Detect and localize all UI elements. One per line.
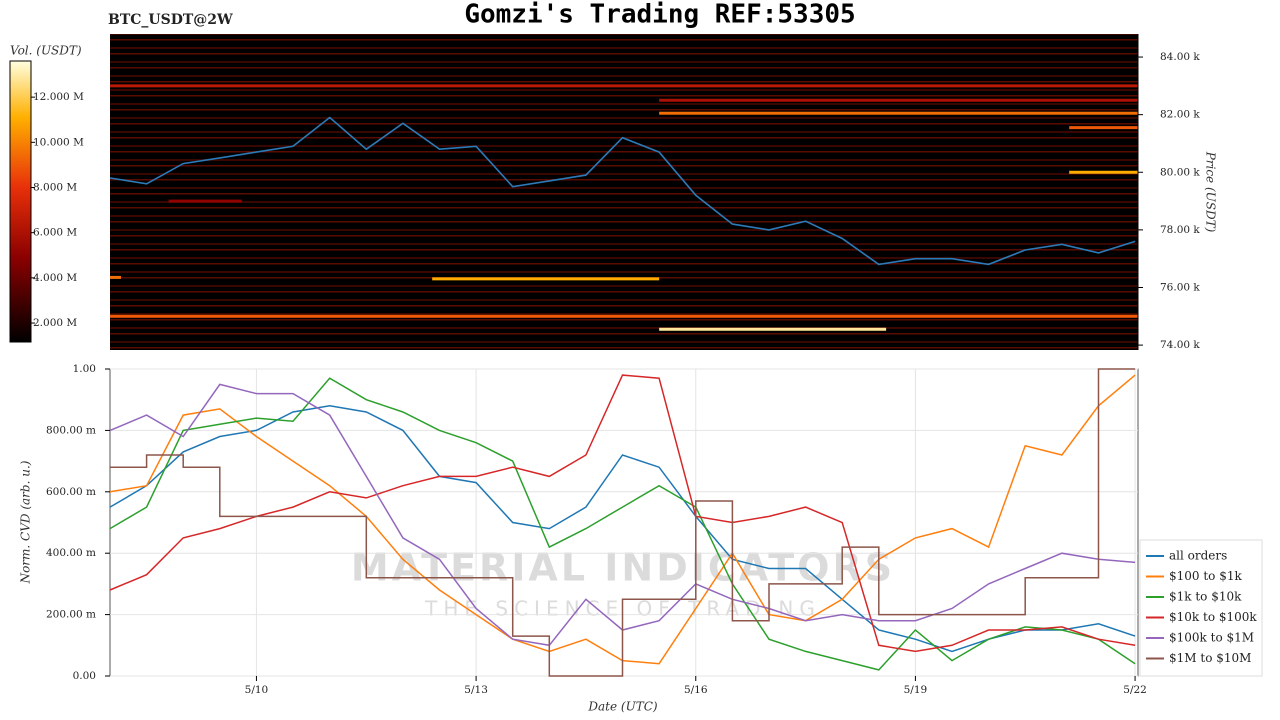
y-tick-label: 600.00 m [46, 486, 96, 498]
legend-label: all orders [1169, 549, 1227, 563]
x-tick-label: 5/16 [684, 684, 708, 696]
y-tick-label: 400.00 m [46, 547, 96, 559]
y-tick-label: 82.00 k [1160, 109, 1200, 121]
cvd-line [109, 374, 1136, 653]
x-tick-label: 5/10 [245, 684, 269, 696]
liquidity-level [1069, 126, 1138, 130]
liquidity-level [659, 111, 1138, 115]
watermark-subtitle: THE SCIENCE OF TRADING [424, 597, 821, 621]
cvd-line [109, 405, 1136, 653]
y-tick-label: 76.00 k [1160, 281, 1200, 293]
colorbar-tick-label: 12.000 M [33, 91, 84, 103]
legend-label: $1M to $10M [1169, 651, 1251, 665]
y-tick-label: 1.00 [73, 363, 96, 375]
legend-label: $100 to $1k [1169, 569, 1242, 583]
colorbar-tick-label: 4.000 M [33, 272, 77, 284]
colorbar-tick-label: 2.000 M [33, 317, 77, 329]
y-tick-label: 200.00 m [46, 609, 96, 621]
heatmap-background [110, 34, 1138, 350]
liquidity-level [168, 199, 242, 203]
liquidity-level [1069, 170, 1138, 174]
x-axis-label: Date (UTC) [587, 700, 657, 714]
colorbar-tick-label: 6.000 M [33, 227, 77, 239]
cvd-line [110, 368, 1136, 677]
liquidity-level [110, 84, 1138, 88]
y-tick-label: 84.00 k [1160, 51, 1200, 63]
chart-subtitle: BTC_USDT@2W [108, 12, 233, 28]
y-tick-label: 0.00 [73, 670, 96, 682]
y-axis-label: Price (USDT) [1204, 151, 1218, 233]
colorbar-tick-label: 8.000 M [33, 181, 77, 193]
price-line [109, 116, 1136, 266]
x-tick-label: 5/13 [464, 684, 488, 696]
chart-title: Gomzi's Trading REF:53305 [464, 0, 855, 30]
colorbar-tick-label: 10.000 M [33, 136, 84, 148]
watermark: MATERIAL INDICATORS [351, 546, 895, 590]
cvd-line [109, 377, 1136, 671]
liquidity-level [110, 314, 1138, 318]
x-tick-label: 5/22 [1123, 684, 1147, 696]
x-tick-label: 5/19 [904, 684, 928, 696]
liquidity-level [659, 327, 887, 331]
y-tick-label: 800.00 m [46, 424, 96, 436]
legend-label: $100k to $1M [1169, 631, 1254, 645]
y-axis-label: Norm. CVD (arb. u.) [19, 460, 33, 584]
y-tick-label: 78.00 k [1160, 224, 1200, 236]
legend-label: $10k to $100k [1169, 610, 1257, 624]
liquidity-level [432, 277, 660, 281]
liquidity-level [659, 98, 1138, 102]
colorbar [9, 60, 32, 343]
colorbar-label: Vol. (USDT) [10, 44, 82, 58]
legend-box [1139, 539, 1263, 677]
y-tick-label: 80.00 k [1160, 166, 1200, 178]
y-tick-label: 74.00 k [1160, 339, 1200, 351]
liquidity-level [110, 275, 121, 279]
legend-label: $1k to $10k [1169, 590, 1242, 604]
